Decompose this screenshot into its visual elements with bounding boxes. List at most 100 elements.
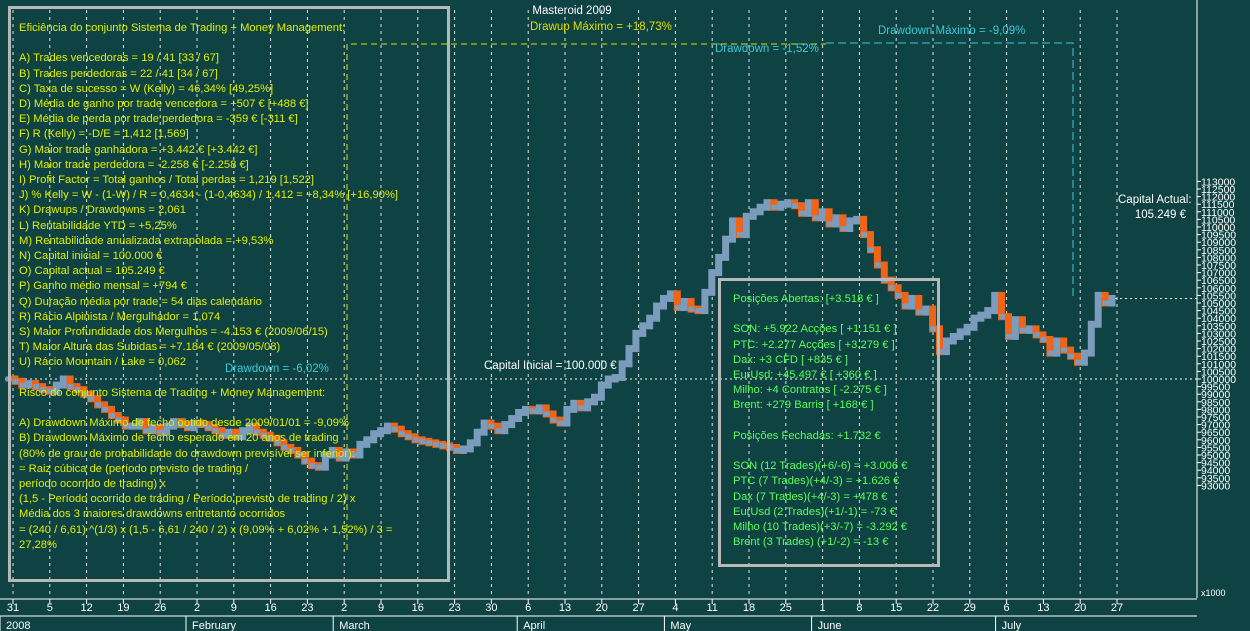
y-tick-label: 111000	[1201, 207, 1235, 219]
drawup-max-label: Drawup Máximo = +18,73%	[530, 21, 672, 33]
x-tick-label: 22	[927, 602, 939, 614]
x-tick-label: 20	[596, 602, 608, 614]
x-tick-label: 25	[780, 602, 792, 614]
panel-line: EurUsd (2 Trades)(+1/-1) = -73 €	[733, 505, 896, 518]
panel-line: (80% de grau de probabilidade do drawdow…	[19, 447, 355, 460]
y-tick-label: 104500	[1201, 306, 1236, 318]
y-tick-label: 95500	[1201, 442, 1230, 454]
x-tick-label: 13	[559, 602, 571, 614]
y-tick-label: 102000	[1201, 344, 1236, 356]
y-tick-label: 107000	[1201, 268, 1236, 280]
x-tick-label: 26	[154, 602, 166, 614]
panel-line: = Raiz cúbica de (período previsto de tr…	[19, 462, 249, 475]
x-tick-label: 27	[1111, 602, 1123, 614]
capital-initial-label: Capital Inicial = 100.000 €	[484, 360, 617, 372]
panel-line: M) Rentabilidade anualizada extrapolada …	[19, 234, 274, 247]
panel-line: Milho: +4 Contratos [ -2.275 € ]	[733, 384, 887, 397]
y-tick-label: 103500	[1201, 321, 1236, 333]
panel-line: = (240 / 6,61) ^(1/3) x (1,5 - 6,61 / 24…	[19, 523, 393, 536]
y-tick-label: 106500	[1201, 275, 1236, 287]
panel-line: (1,5 - Período ocorrido de trading / Per…	[19, 493, 356, 506]
y-tick-label: 100500	[1201, 366, 1236, 378]
x-tick-label: 4	[672, 602, 678, 614]
month-label: 2008	[6, 620, 30, 631]
panel-line: H) Maior trade perdedora = -2.258 € [-2.…	[19, 158, 249, 171]
month-label: February	[192, 620, 237, 631]
capital-actual-label: Capital Actual:	[1118, 194, 1192, 206]
panel-line: B) Trades perdedoras = 22 / 41 [34 / 67]	[19, 67, 218, 80]
panel-line: E) Média de perda por trade perdedora = …	[19, 113, 298, 126]
y-tick-label: 93500	[1201, 473, 1230, 485]
positions-panel: Posições Abertas: [+3.518 € ] SON: +5.922…	[718, 278, 940, 567]
x-tick-label: 27	[632, 602, 644, 614]
drawdown-early-label: Drawdown = -6,02%	[225, 363, 329, 375]
drawdown-max-line	[826, 42, 1074, 300]
x-tick-label: 2	[194, 602, 200, 614]
y-tick-label: 97000	[1201, 420, 1230, 432]
y-tick-label: 110000	[1201, 222, 1235, 234]
panel-line: R) Rácio Alpinista / Mergulhador = 1,074	[19, 310, 221, 323]
y-tick-label: 108500	[1201, 245, 1236, 257]
x-tick-label: 20	[1074, 602, 1086, 614]
y-tick-label: 110500	[1201, 214, 1235, 226]
panel-line: O) Capital actual = 105.249 €	[19, 265, 165, 278]
panel-line: L) Rentabilidade YTD = +5,25%	[19, 219, 177, 232]
y-tick-label: 97500	[1201, 412, 1230, 424]
y-tick-label: 96000	[1201, 435, 1230, 447]
x-tick-label: 16	[412, 602, 424, 614]
y-tick-label: 96500	[1201, 427, 1230, 439]
y-tick-label: 100000	[1201, 374, 1236, 386]
month-label: June	[818, 620, 842, 631]
y-tick-label: 113000	[1201, 176, 1235, 188]
y-tick-label: 112500	[1201, 184, 1235, 196]
y-tick-label: 106000	[1201, 283, 1236, 295]
x-tick-label: 12	[80, 602, 92, 614]
x-tick-label: 11	[706, 602, 717, 614]
panel-line: U) Rácio Mountain / Lake = 0,062	[19, 356, 186, 369]
panel-line: PTC (7 Trades)(+4/-3) = +1.626 €	[733, 475, 900, 488]
panel-line: K) Drawups / Drawdowns = 2,061	[19, 204, 186, 217]
x-tick-label: 30	[485, 602, 497, 614]
panel-line: 27,28%	[19, 538, 57, 551]
y-tick-label: 94500	[1201, 458, 1230, 470]
x-tick-label: 18	[743, 602, 755, 614]
month-label: May	[670, 620, 691, 631]
panel-line: Brent (3 Trades) (+1/-2) = -13 €	[733, 536, 889, 549]
x-tick-label: 19	[117, 602, 129, 614]
y-tick-label: 109000	[1201, 237, 1236, 249]
panel-line: A) Trades vencedoras = 19 / 41 [33 / 67]	[19, 52, 219, 65]
y-tick-label: 102500	[1201, 336, 1236, 348]
month-label: March	[339, 620, 370, 631]
panel-line: PTC: +2.277 Acções [ +3.279 € ]	[733, 338, 895, 351]
drawdown-current-label: Drawdown = -1,52%	[715, 43, 819, 55]
x-tick-label: 31	[7, 602, 19, 614]
panel-line: Milho (10 Trades)(+3/-7) = -3.292 €	[733, 521, 908, 533]
y-tick-label: 103000	[1201, 328, 1236, 340]
stats-panel: Eficiência do conjunto Sistema de Tradin…	[8, 6, 450, 582]
x-tick-label: 13	[1037, 602, 1049, 614]
capital-actual-value: 105.249 €	[1135, 209, 1187, 221]
y-tick-label: 99500	[1201, 382, 1230, 394]
panel-line: Brent: +279 Barris [ +168 € ]	[733, 399, 874, 412]
panel-line: F) R (Kelly) = -D/E = 1,412 [1,569]	[19, 128, 189, 141]
y-tick-label: 95000	[1201, 450, 1230, 462]
y-tick-label: 99000	[1201, 389, 1230, 401]
y-tick-label: 98000	[1201, 404, 1230, 416]
x-tick-label: 23	[448, 602, 460, 614]
x-tick-label: 23	[301, 602, 313, 614]
panel-line: Dax (7 Trades)(+4/-3) = +478 €	[733, 490, 888, 503]
x-tick-label: 1	[820, 602, 826, 614]
x-tick-label: 5	[47, 602, 53, 614]
month-label: July	[1002, 620, 1022, 631]
panel-line: T) Maior Altura das Subidas = +7.184 € (…	[19, 341, 281, 354]
panel-line: Risco do conjunto Sistema de Trading + M…	[19, 386, 326, 399]
y-tick-label: 107500	[1201, 260, 1236, 272]
panel-line: SON (12 Trades)(+6/-6) = +3.006 €	[733, 460, 908, 473]
y-tick-label: 93000	[1201, 480, 1230, 492]
panel-line: EurUsd: +45.497 € [ +360 € ]	[733, 369, 877, 381]
y-tick-label: 111500	[1201, 199, 1235, 211]
panel-line: Q) Duração média por trade = 54 dias cal…	[19, 295, 262, 308]
panel-line: D) Média de ganho por trade vencedora = …	[19, 98, 309, 110]
